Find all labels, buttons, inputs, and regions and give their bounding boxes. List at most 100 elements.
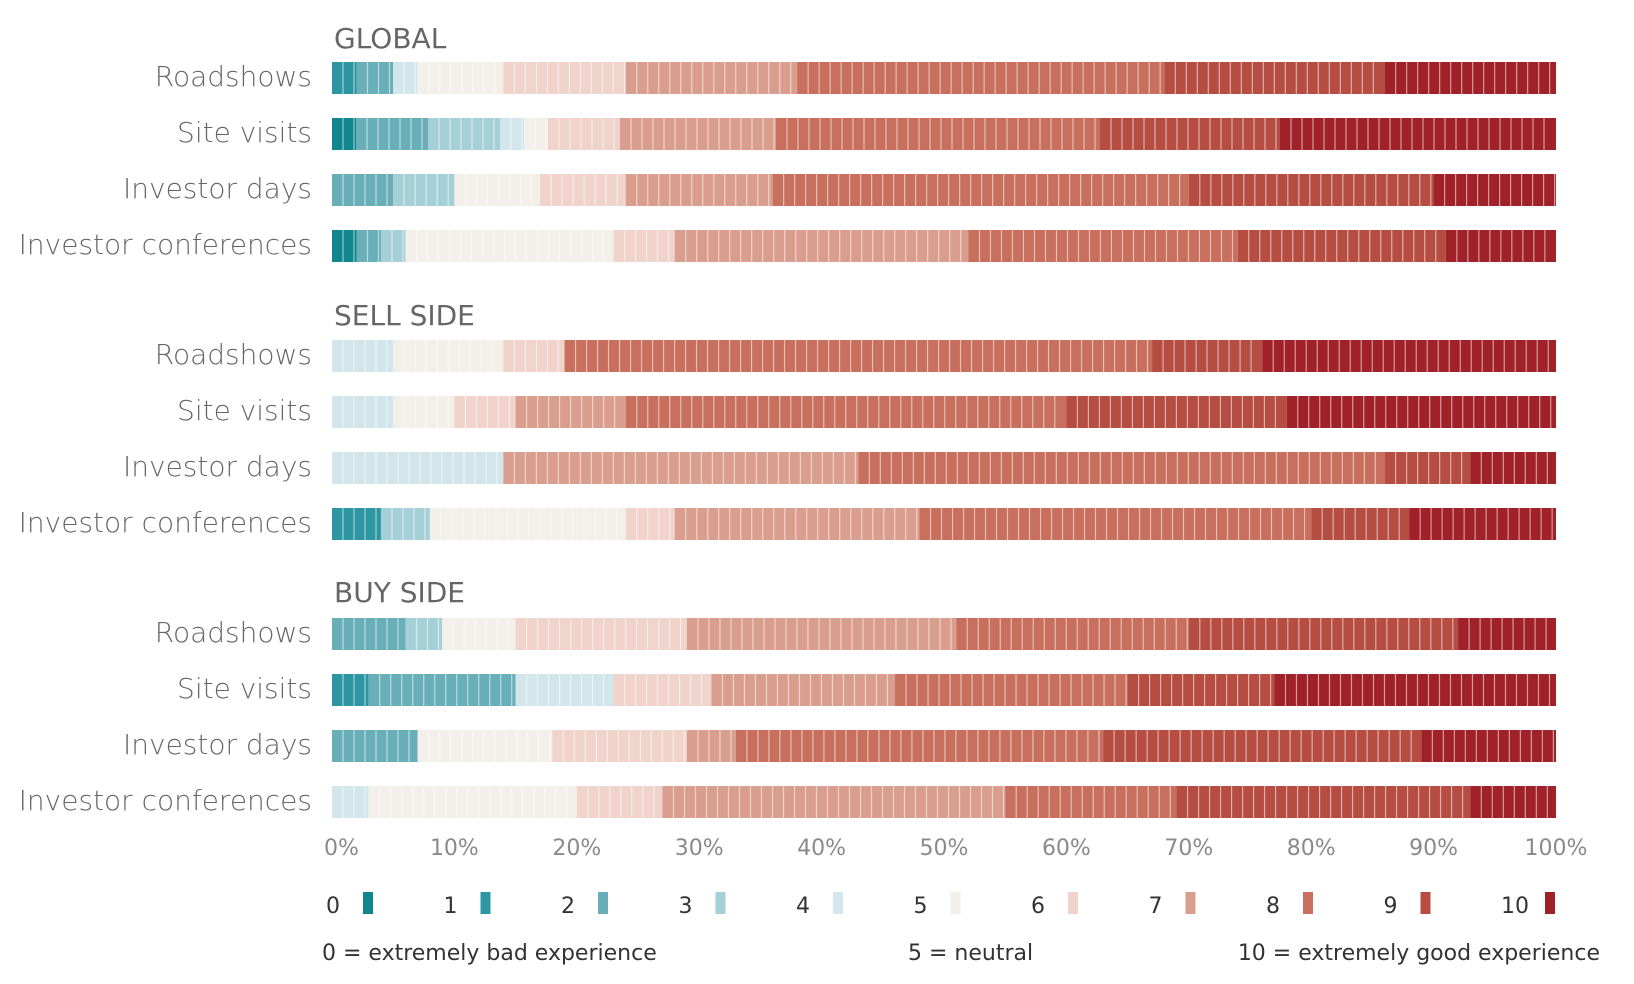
legend-swatch-score-3 xyxy=(715,892,726,914)
row-label-sell-side-site-visits: Site visits xyxy=(177,394,312,427)
bar-segment-sell-side-roadshows-score-10 xyxy=(1262,340,1556,372)
scale-note-low: 0 = extremely bad experience xyxy=(322,941,657,966)
bar-segment-buy-side-investor-conferences-score-8 xyxy=(1005,786,1177,818)
row-label-buy-side-investor-conferences: Investor conferences xyxy=(19,784,312,817)
bar-segment-buy-side-investor-days-score-10 xyxy=(1421,730,1556,762)
bar-segment-buy-side-roadshows-score-10 xyxy=(1458,618,1556,650)
legend-label-score-4: 4 xyxy=(796,894,810,919)
bar-segment-global-investor-conferences-score-0 xyxy=(332,230,357,262)
bar-segment-global-investor-conferences-score-2 xyxy=(356,230,381,262)
legend-swatch-score-1 xyxy=(480,892,491,914)
bar-segment-global-investor-conferences-score-7 xyxy=(674,230,969,262)
bar-segment-buy-side-investor-conferences-score-7 xyxy=(662,786,1006,818)
legend-swatch-score-5 xyxy=(950,892,961,914)
bar-segment-sell-side-investor-days-score-9 xyxy=(1384,452,1471,484)
bar-segment-sell-side-site-visits-score-5 xyxy=(393,396,455,428)
x-tick-label-8: 80% xyxy=(1287,836,1336,861)
row-label-buy-side-roadshows: Roadshows xyxy=(155,616,312,649)
bar-segment-buy-side-site-visits-score-6 xyxy=(613,674,712,706)
bar-segment-global-investor-conferences-score-5 xyxy=(405,230,614,262)
bar-segment-sell-side-investor-conferences-score-1 xyxy=(332,508,381,540)
bar-segment-buy-side-investor-conferences-score-4 xyxy=(332,786,369,818)
section-title-sell-side: SELL SIDE xyxy=(334,299,475,332)
x-tick-label-3: 30% xyxy=(675,836,724,861)
bar-segment-sell-side-site-visits-score-6 xyxy=(454,396,516,428)
bar-segment-sell-side-site-visits-score-10 xyxy=(1286,396,1556,428)
section-title-global: GLOBAL xyxy=(334,22,447,55)
bar-segment-sell-side-investor-conferences-score-7 xyxy=(674,508,920,540)
bar-segment-sell-side-investor-days-score-4 xyxy=(332,452,504,484)
bar-segment-buy-side-roadshows-score-7 xyxy=(686,618,957,650)
row-label-sell-side-investor-days: Investor days xyxy=(123,450,312,483)
bar-segment-global-site-visits-score-9 xyxy=(1100,118,1280,150)
bar-segment-buy-side-roadshows-score-9 xyxy=(1188,618,1459,650)
bar-segment-buy-side-roadshows-score-8 xyxy=(956,618,1189,650)
bar-segment-global-investor-days-score-6 xyxy=(540,174,626,206)
bar-segment-global-site-visits-score-7 xyxy=(620,118,776,150)
row-label-buy-side-investor-days: Investor days xyxy=(123,728,312,761)
bar-segment-global-roadshows-score-7 xyxy=(625,62,798,94)
x-tick-label-9: 90% xyxy=(1409,836,1458,861)
legend-swatch-score-0 xyxy=(363,892,373,914)
x-tick-label-4: 40% xyxy=(797,836,846,861)
bar-segment-global-site-visits-score-4 xyxy=(500,118,524,150)
bar-segment-sell-side-investor-conferences-score-5 xyxy=(429,508,626,540)
bar-segment-global-investor-days-score-10 xyxy=(1433,174,1556,206)
legend-swatch-score-8 xyxy=(1303,892,1313,914)
bar-segment-buy-side-roadshows-score-6 xyxy=(515,618,687,650)
legend-label-score-8: 8 xyxy=(1266,894,1280,919)
bar-segment-sell-side-investor-conferences-score-6 xyxy=(625,508,675,540)
bar-segment-buy-side-investor-conferences-score-5 xyxy=(368,786,577,818)
bar-segment-global-roadshows-score-8 xyxy=(797,62,1165,94)
bar-segment-global-site-visits-score-5 xyxy=(524,118,548,150)
bar-segment-buy-side-roadshows-score-2 xyxy=(332,618,406,650)
bar-segment-sell-side-investor-conferences-score-9 xyxy=(1311,508,1410,540)
x-tick-label-2: 20% xyxy=(552,836,601,861)
bar-segment-sell-side-investor-days-score-7 xyxy=(503,452,859,484)
bar-segment-buy-side-investor-days-score-7 xyxy=(686,730,736,762)
bar-segment-sell-side-investor-conferences-score-8 xyxy=(919,508,1312,540)
bar-segment-buy-side-roadshows-score-5 xyxy=(442,618,516,650)
bar-segment-global-site-visits-score-6 xyxy=(548,118,620,150)
legend-label-score-0: 0 xyxy=(326,894,340,919)
bar-segment-buy-side-site-visits-score-10 xyxy=(1274,674,1556,706)
legend-swatch-score-9 xyxy=(1420,892,1431,914)
section-title-buy-side: BUY SIDE xyxy=(334,576,465,609)
bar-segment-global-investor-days-score-2 xyxy=(332,174,394,206)
bar-segment-buy-side-site-visits-score-8 xyxy=(895,674,1128,706)
bar-segment-global-roadshows-score-2 xyxy=(356,62,394,94)
legend-swatch-score-10 xyxy=(1545,892,1555,914)
bar-segment-sell-side-investor-days-score-10 xyxy=(1470,452,1556,484)
bar-segment-global-site-visits-score-10 xyxy=(1280,118,1556,150)
legend-label-score-10: 10 xyxy=(1501,894,1529,919)
legend-label-score-1: 1 xyxy=(444,894,458,919)
scale-note-mid: 5 = neutral xyxy=(908,941,1033,966)
x-tick-label-1: 10% xyxy=(430,836,479,861)
x-tick-label-0: 0% xyxy=(324,836,359,861)
bar-segment-global-roadshows-score-4 xyxy=(393,62,418,94)
x-tick-label-6: 60% xyxy=(1042,836,1091,861)
bar-segment-global-site-visits-score-2 xyxy=(356,118,428,150)
bar-segment-global-investor-days-score-8 xyxy=(772,174,1189,206)
row-label-buy-side-site-visits: Site visits xyxy=(177,672,312,705)
bar-segment-buy-side-investor-days-score-8 xyxy=(735,730,1104,762)
x-tick-label-7: 70% xyxy=(1164,836,1213,861)
bar-segment-sell-side-roadshows-score-4 xyxy=(332,340,394,372)
bar-segment-global-site-visits-score-0 xyxy=(332,118,356,150)
row-label-sell-side-roadshows: Roadshows xyxy=(155,338,312,371)
x-tick-label-10: 100% xyxy=(1525,836,1588,861)
bar-segment-buy-side-site-visits-score-2 xyxy=(368,674,516,706)
legend-label-score-6: 6 xyxy=(1031,894,1045,919)
bar-segment-sell-side-investor-conferences-score-3 xyxy=(380,508,430,540)
legend-label-score-9: 9 xyxy=(1384,894,1398,919)
legend-label-score-3: 3 xyxy=(679,894,693,919)
bar-segment-global-roadshows-score-6 xyxy=(503,62,626,94)
legend-label-score-5: 5 xyxy=(914,894,928,919)
row-label-global-site-visits: Site visits xyxy=(177,116,312,149)
legend-label-score-2: 2 xyxy=(561,894,575,919)
bar-segment-buy-side-investor-days-score-9 xyxy=(1103,730,1422,762)
bar-segment-buy-side-investor-conferences-score-6 xyxy=(576,786,663,818)
bar-segment-global-roadshows-score-5 xyxy=(417,62,504,94)
row-label-global-investor-conferences: Investor conferences xyxy=(19,228,312,261)
